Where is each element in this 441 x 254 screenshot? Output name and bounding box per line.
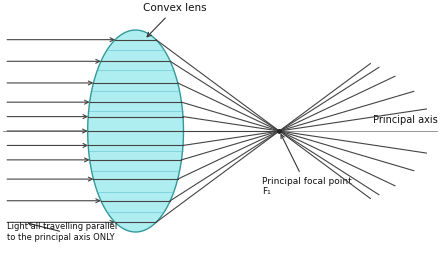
Text: Principal focal point
F₁: Principal focal point F₁	[262, 135, 351, 196]
Text: Principal axis: Principal axis	[374, 115, 438, 125]
Polygon shape	[88, 30, 183, 232]
Text: Convex lens: Convex lens	[143, 3, 206, 37]
Text: Light all travelling parallel
to the principal axis ONLY: Light all travelling parallel to the pri…	[7, 222, 117, 242]
